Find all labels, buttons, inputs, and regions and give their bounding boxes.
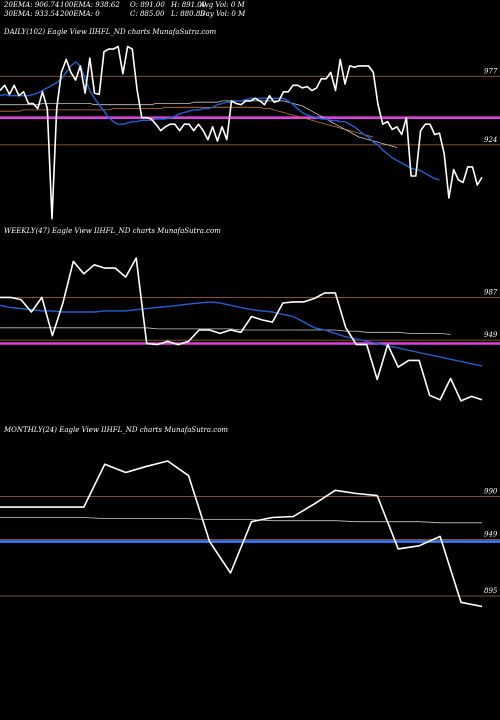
stat-close: C: 885.00 xyxy=(130,10,165,18)
daily-price-line xyxy=(0,45,483,220)
stat-open: O: 891.00 xyxy=(130,1,165,9)
stat-high: H: 891.00 xyxy=(171,1,207,9)
weekly-ema-slow-line xyxy=(0,327,451,335)
stat-low: L: 880.85 xyxy=(171,10,205,18)
weekly-chart-title: WEEKLY(47) Eagle View IIHFL_ND charts Mu… xyxy=(4,227,221,235)
monthly-ema-slow-line xyxy=(0,517,482,524)
daily-ema-orange-line xyxy=(0,106,374,138)
daily-chart-title: DAILY(102) Eagle View IIHFL_ND charts Mu… xyxy=(4,28,217,36)
monthly-chart: 990 949 895 xyxy=(0,460,500,608)
stat-30ema: 30EMA: 933.54 xyxy=(4,10,60,18)
stat-20ema: 20EMA: 906.74 xyxy=(4,1,60,9)
weekly-tick-label-0: 987 xyxy=(484,288,498,296)
monthly-tick-label-0: 990 xyxy=(484,488,498,496)
weekly-price-line xyxy=(0,257,483,402)
stat-avg-vol: Avg Vol: 0 M xyxy=(200,1,245,9)
monthly-tick-label-1: 949 xyxy=(484,531,498,539)
monthly-chart-title: MONTHLY(24) Eagle View IIHFL_ND charts M… xyxy=(4,426,229,434)
monthly-tick-label-2: 895 xyxy=(484,587,498,595)
weekly-chart: 987 949 xyxy=(0,257,500,402)
daily-ema-fast-line xyxy=(0,61,440,181)
daily-ema-slow-line xyxy=(0,100,398,148)
daily-tick-label-0: 977 xyxy=(484,67,498,75)
weekly-tick-label-1: 949 xyxy=(484,331,498,339)
weekly-ema-fast-line xyxy=(0,301,483,367)
stat-100ema: 100EMA: 938.62 xyxy=(60,1,120,9)
stat-200ema: 200EMA: 0 xyxy=(60,10,100,18)
stats-header: 20EMA: 906.74 100EMA: 938.62 O: 891.00 H… xyxy=(4,1,304,21)
monthly-price-line xyxy=(0,460,483,608)
daily-tick-label-1: 924 xyxy=(484,136,497,144)
daily-chart: 977 924 xyxy=(0,45,500,220)
stat-day-vol: Day Vol: 0 M xyxy=(200,10,246,18)
